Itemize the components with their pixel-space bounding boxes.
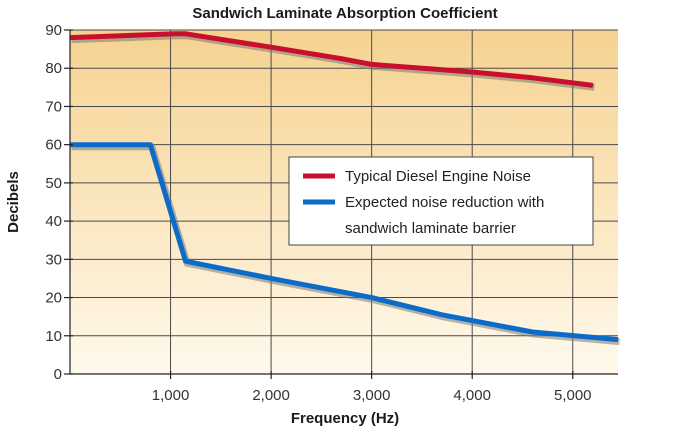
series-1-point-8 (617, 339, 619, 341)
y-tick-label-6: 60 (45, 137, 62, 154)
chart-title: Sandwich Laminate Absorption Coefficient (192, 5, 497, 22)
series-1-point-4 (340, 291, 342, 293)
x-tick-label-3: 4,000 (453, 387, 491, 404)
series-1-point-7 (532, 331, 534, 333)
y-tick-label-5: 50 (45, 175, 62, 192)
series-0-point-7 (532, 77, 534, 79)
series-1-point-2 (185, 260, 187, 262)
series-0-point-6 (471, 71, 473, 73)
y-tick-label-7: 70 (45, 98, 62, 115)
y-axis-title: Decibels (5, 171, 22, 233)
series-layer (69, 31, 620, 346)
series-0-point-4 (340, 58, 342, 60)
y-tick-label-0: 0 (54, 366, 62, 383)
x-tick-label-4: 5,000 (554, 387, 592, 404)
series-0-point-3 (270, 46, 272, 48)
legend-box (288, 156, 594, 246)
legend-label-laminate-line1: Expected noise reduction with (345, 194, 544, 211)
series-0-point-2 (185, 33, 187, 35)
x-axis-title: Frequency (Hz) (291, 410, 399, 427)
series-1-point-6 (441, 314, 443, 316)
y-tick-label-4: 40 (45, 213, 62, 230)
series-1-point-5 (371, 297, 373, 299)
series-1-point-1 (149, 144, 151, 146)
y-tick-label-8: 80 (45, 60, 62, 77)
series-1-point-3 (270, 277, 272, 279)
legend: Typical Diesel Engine Noise Expected noi… (288, 156, 594, 246)
y-tick-label-3: 30 (45, 251, 62, 268)
y-tick-label-9: 90 (45, 22, 62, 39)
series-0-point-5 (371, 63, 373, 65)
series-0-point-1 (175, 33, 177, 35)
y-tick-label-2: 20 (45, 290, 62, 307)
x-tick-label-0: 1,000 (152, 387, 190, 404)
x-tick-label-1: 2,000 (252, 387, 290, 404)
series-0-point-8 (592, 84, 594, 86)
axes (64, 29, 618, 379)
x-tick-label-2: 3,000 (353, 387, 391, 404)
legend-label-diesel: Typical Diesel Engine Noise (345, 168, 531, 185)
y-tick-label-1: 10 (45, 328, 62, 345)
legend-label-laminate-line2: sandwich laminate barrier (345, 220, 516, 237)
tick-labels: 0 10 20 30 40 50 60 70 80 90 1,000 2,000 3,000 4,000 5… (45, 22, 591, 404)
